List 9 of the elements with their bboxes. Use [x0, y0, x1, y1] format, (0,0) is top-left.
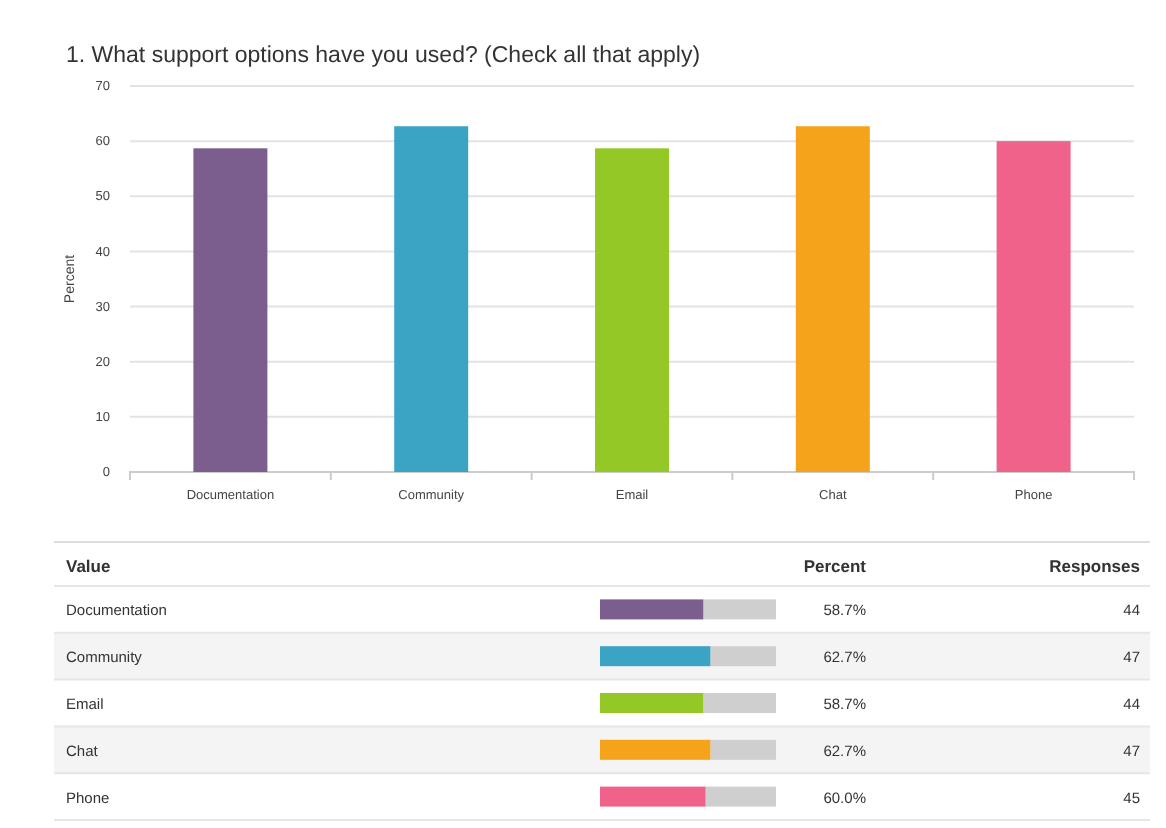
text: Value	[66, 556, 111, 576]
bar	[394, 126, 469, 472]
bar	[595, 148, 669, 472]
text: Responses	[1049, 556, 1141, 576]
text: Percent	[803, 556, 867, 576]
bar	[193, 148, 268, 472]
bar	[795, 126, 870, 472]
bar	[996, 141, 1071, 472]
chart-title: 1. What support options have you used? (Check all that apply)	[66, 44, 701, 68]
